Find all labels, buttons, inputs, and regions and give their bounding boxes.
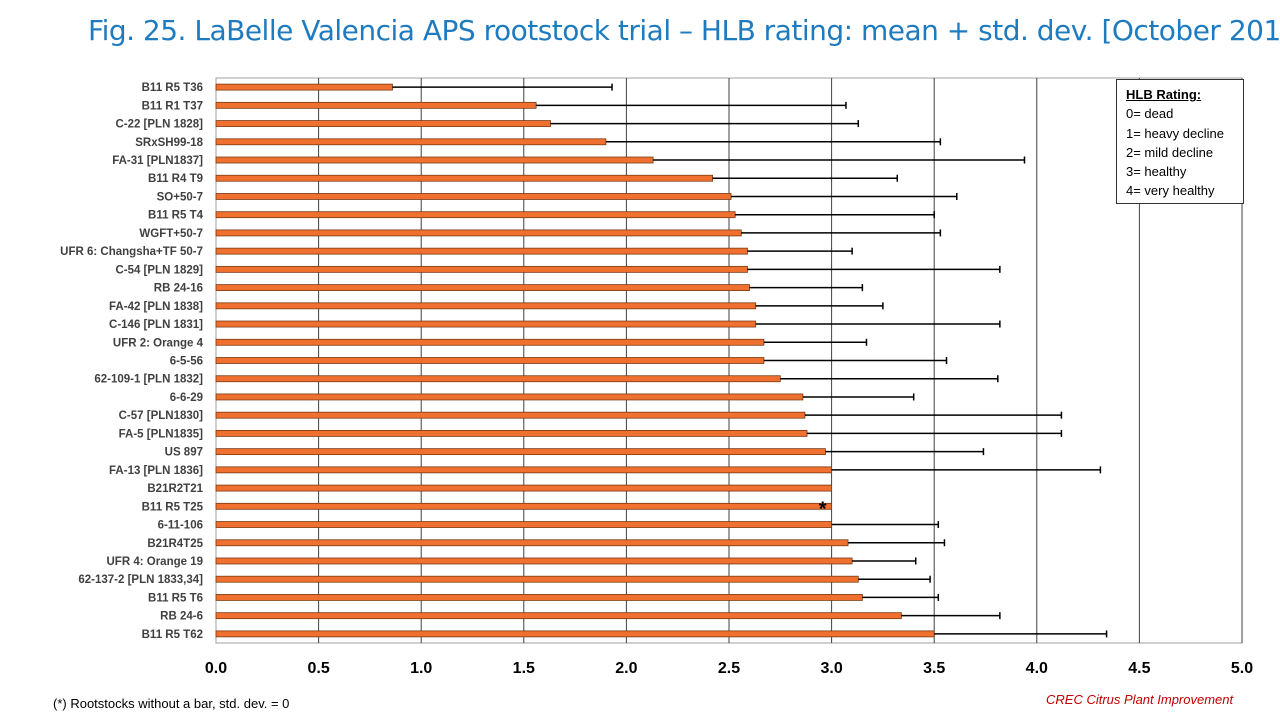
bar: [215, 101, 537, 109]
legend-item: 4= very healthy: [1126, 183, 1215, 199]
category-label: 6-5-56: [170, 356, 203, 368]
credit-text: CREC Citrus Plant Improvement: [1046, 692, 1234, 707]
bar: [215, 430, 808, 437]
bar: [215, 557, 853, 565]
category-label: B11 R5 T6: [148, 592, 203, 604]
category-label: B11 R4 T9: [148, 173, 203, 185]
category-label: B11 R1 T37: [142, 100, 203, 112]
bar: [215, 411, 806, 419]
bar: [215, 174, 713, 182]
category-label: 62-137-2 [PLN 1833,34]: [78, 574, 203, 586]
category-label: 6-11-106: [158, 520, 203, 532]
category-label: B21R2T21: [147, 483, 203, 495]
bar: [215, 612, 902, 620]
category-label: 62-109-1 [PLN 1832]: [94, 374, 203, 386]
bar: [215, 521, 832, 528]
bar: [215, 229, 742, 237]
x-tick-label: 1.0: [410, 660, 432, 677]
category-label: UFR 6: Changsha+TF 50-7: [60, 246, 203, 258]
x-tick-label: 0.0: [205, 660, 227, 677]
bar: [215, 320, 757, 328]
x-tick-label: 3.5: [923, 660, 945, 677]
category-label: FA-31 [PLN1837]: [112, 155, 203, 167]
bar: [215, 265, 748, 273]
bar: [215, 193, 732, 200]
legend-heading: HLB Rating:: [1126, 87, 1202, 102]
category-label: C-146 [PLN 1831]: [109, 319, 203, 331]
category-label: SO+50-7: [157, 191, 203, 203]
category-label: UFR 2: Orange 4: [113, 337, 204, 349]
chart-title: Fig. 25. LaBelle Valencia APS rootstock …: [88, 14, 1280, 47]
legend-item: 2= mild decline: [1126, 144, 1214, 160]
x-tick-label: 4.0: [1026, 660, 1048, 677]
bar: [215, 594, 863, 601]
category-label: US 897: [165, 447, 203, 459]
bar: [215, 284, 750, 291]
bar: [215, 247, 748, 255]
category-label: UFR 4: Orange 19: [107, 556, 204, 568]
category-label: C-54 [PLN 1829]: [115, 264, 203, 276]
category-label: RB 24-16: [154, 283, 203, 295]
annotation-asterisk: *: [819, 498, 827, 520]
category-label: B21R4T25: [147, 538, 203, 550]
x-tick-label: 4.5: [1128, 660, 1150, 677]
legend-item: 0= dead: [1126, 106, 1174, 122]
bar: [215, 338, 765, 346]
category-label: RB 24-6: [160, 611, 203, 623]
category-label: B11 R5 T36: [142, 82, 203, 94]
category-label: B11 R5 T25: [142, 501, 204, 513]
bar: [215, 302, 757, 310]
category-label: WGFT+50-7: [139, 228, 203, 240]
bar: [215, 120, 551, 127]
category-label: FA-5 [PLN1835]: [119, 428, 204, 440]
bar: [215, 630, 935, 638]
bar: [215, 138, 607, 146]
legend-item: 1= heavy decline: [1126, 125, 1224, 141]
bar: [215, 448, 826, 456]
category-label: B11 R5 T62: [142, 629, 203, 641]
bar: [215, 484, 832, 492]
x-tick-label: 3.0: [820, 660, 842, 677]
x-tick-label: 0.5: [307, 660, 329, 677]
category-label: FA-13 [PLN 1836]: [109, 465, 203, 477]
bar: [215, 83, 393, 91]
category-label: C-22 [PLN 1828]: [115, 119, 203, 131]
bar: [215, 393, 804, 401]
category-label: SRxSH99-18: [135, 137, 203, 149]
bar: [215, 211, 736, 219]
x-tick-label: 2.5: [718, 660, 740, 677]
bar: [215, 466, 832, 474]
legend-box: HLB Rating: 0= dead 1= heavy decline 2= …: [1116, 79, 1244, 204]
bar: [215, 502, 832, 510]
bar: [215, 156, 654, 164]
bar: [215, 575, 859, 583]
x-tick-label: 1.5: [513, 660, 535, 677]
category-label: FA-42 [PLN 1838]: [109, 301, 203, 313]
footnote: (*) Rootstocks without a bar, std. dev. …: [53, 696, 290, 711]
category-label: C-57 [PLN1830]: [119, 410, 204, 422]
legend-item: 3= healthy: [1126, 164, 1187, 180]
bar: [215, 375, 781, 383]
category-label: B11 R5 T4: [148, 210, 204, 222]
bar: [215, 539, 849, 547]
category-label: 6-6-29: [170, 392, 203, 404]
bar: [215, 357, 765, 364]
x-tick-label: 2.0: [615, 660, 637, 677]
x-tick-label: 5.0: [1231, 660, 1253, 677]
